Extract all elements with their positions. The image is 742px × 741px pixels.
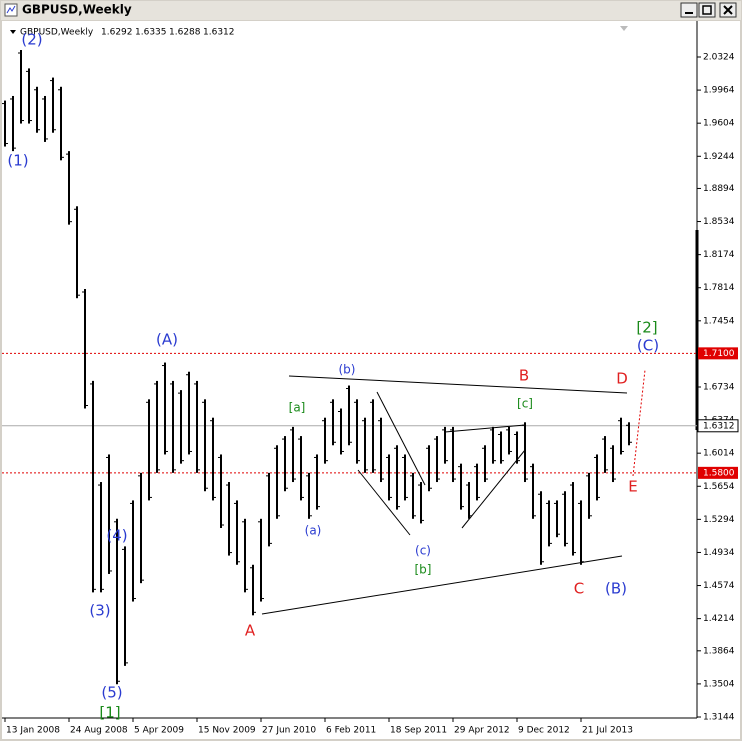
trendline (261, 555, 623, 615)
trendline (357, 469, 411, 536)
level-tag (698, 466, 738, 479)
wave-label: (c) (415, 544, 431, 558)
wave-label: (a) (305, 524, 322, 538)
info-low: 1.6288 (169, 28, 201, 38)
shift-marker (620, 26, 628, 31)
info-open: 1.6292 (101, 28, 133, 38)
info-line: GBPUSD,Weekly 1.6292 1.6335 1.6288 1.631… (20, 28, 235, 38)
wave-label: [1] (99, 704, 120, 722)
y-tick-label: 1.6734 (703, 382, 735, 392)
title-bar (1, 1, 741, 20)
x-tick-label: 27 Jun 2010 (262, 726, 316, 736)
trendline (288, 375, 628, 394)
y-tick-label: 1.7454 (703, 316, 735, 326)
y-tick-label: 1.9604 (703, 119, 735, 129)
maximize-glyph (702, 5, 712, 15)
y-tick-label: 1.9244 (703, 152, 735, 162)
x-tick-label: 5 Apr 2009 (134, 726, 184, 736)
y-tick-label: 1.7814 (703, 283, 735, 293)
window-buttons[interactable] (680, 2, 737, 18)
info-close: 1.6312 (203, 28, 235, 38)
y-tick-label: 1.5294 (703, 515, 735, 525)
close-glyph (723, 5, 733, 15)
trendline (444, 424, 526, 433)
y-tick-label: 1.4574 (703, 581, 735, 591)
y-tick-label: 1.5654 (703, 482, 735, 492)
wave-label: [2] (636, 319, 657, 337)
x-tick-label: 13 Jan 2008 (6, 726, 60, 736)
window-title: GBPUSD,Weekly (22, 3, 132, 17)
last-price-label: 1.6312 (703, 421, 735, 431)
y-tick-label: 1.8534 (703, 217, 735, 227)
level-tag (698, 347, 738, 360)
wave-label: D (616, 370, 628, 388)
x-tick-label: 9 Dec 2012 (518, 726, 570, 736)
y-tick-label: 1.3864 (703, 646, 735, 656)
info-arrow (10, 30, 16, 34)
wave-label: (1) (7, 152, 28, 170)
wave-label: A (245, 622, 256, 640)
plot: 2.0324 1.9964 1.9604 1.9244 1.8894 1.8534 1.81… (2, 50, 739, 736)
y-tick-label: 1.8174 (703, 250, 735, 260)
y-tick-label: 1.3504 (703, 679, 735, 689)
wave-label: E (628, 478, 637, 496)
level-label: 1.5800 (703, 468, 735, 478)
y-tick-label: 1.3144 (703, 712, 735, 722)
x-tick-label: 6 Feb 2011 (326, 726, 376, 736)
wave-label: (B) (605, 580, 627, 598)
info-high: 1.6335 (135, 28, 167, 38)
x-tick-label: 18 Sep 2011 (390, 726, 447, 736)
y-tick-label: 1.6014 (703, 449, 735, 459)
y-tick-label: 2.0324 (703, 52, 735, 62)
x-tick-label: 29 Apr 2012 (454, 726, 510, 736)
wave-label: [a] (289, 401, 306, 415)
window-icon-glyph (6, 5, 16, 14)
x-tick-label: 21 Jul 2013 (582, 726, 633, 736)
wave-label: (4) (106, 527, 127, 545)
trendlines (261, 369, 646, 615)
trendline (461, 449, 526, 529)
y-tick-label: 1.4934 (703, 548, 735, 558)
wave-label: (3) (89, 602, 110, 620)
wave-label: (2) (21, 31, 42, 49)
wave-label: (A) (156, 331, 178, 349)
wave-label: C (574, 580, 584, 598)
y-tick-label: 1.9964 (703, 86, 735, 96)
wave-labels: (2) (1) (3) (4) (5) [1] (A) A (a) [a] (b) (c) [b] B [c… (7, 31, 659, 722)
wave-label: (C) (637, 337, 659, 355)
x-tick-label: 15 Nov 2009 (198, 726, 256, 736)
projection-line (632, 369, 646, 477)
y-tick-label: 1.8894 (703, 184, 735, 194)
maximize-button[interactable] (698, 2, 716, 18)
y-tick-label: 1.4214 (703, 614, 735, 624)
wave-label: (5) (101, 684, 122, 702)
level-label: 1.7100 (703, 349, 735, 359)
trendline (376, 391, 426, 486)
wave-label: (b) (339, 363, 356, 377)
x-tick-label: 24 Aug 2008 (70, 726, 128, 736)
wave-label: [b] (415, 563, 432, 577)
wave-label: B (519, 367, 529, 385)
info-symbol: GBPUSD,Weekly (20, 28, 94, 38)
wave-label: [c] (517, 397, 533, 411)
last-price-tag (697, 419, 739, 433)
minimize-button[interactable] (680, 2, 698, 18)
